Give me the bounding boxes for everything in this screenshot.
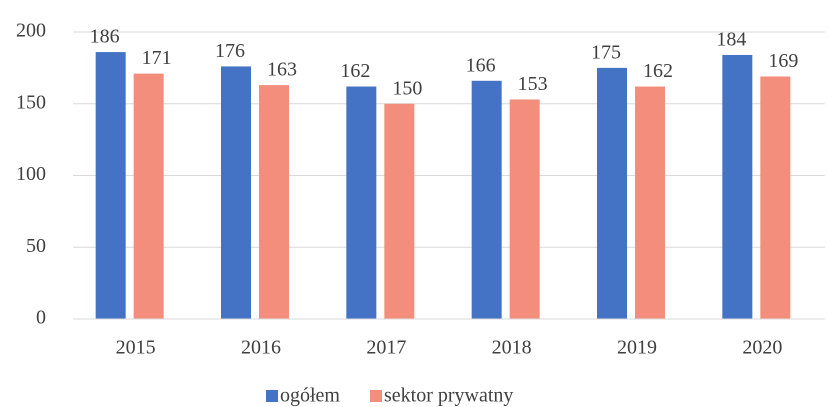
y-tick-label: 200 [16, 20, 46, 42]
x-tick-label: 2019 [617, 337, 657, 359]
data-label: 184 [716, 29, 746, 51]
x-tick-label: 2015 [116, 337, 156, 359]
data-label: 176 [215, 40, 245, 62]
bar [133, 73, 164, 320]
y-tick-label: 0 [36, 307, 46, 329]
data-label: 186 [90, 26, 120, 48]
bar [384, 103, 415, 319]
bar [722, 54, 753, 320]
data-label: 163 [267, 59, 297, 81]
bar [509, 99, 540, 319]
legend-label: ogółem [280, 385, 340, 407]
bar [760, 76, 791, 319]
y-tick-label: 150 [16, 91, 46, 113]
legend-swatch [266, 390, 278, 402]
y-tick-label: 50 [26, 235, 46, 257]
data-label: 153 [518, 73, 548, 95]
data-label: 150 [392, 77, 422, 99]
data-label: 169 [768, 50, 798, 72]
data-label: 162 [340, 60, 370, 82]
y-tick-label: 100 [16, 163, 46, 185]
data-label: 166 [466, 54, 496, 76]
data-label: 171 [142, 47, 172, 69]
bar [221, 66, 251, 319]
data-label: 175 [591, 41, 621, 63]
legend-label: sektor prywatny [384, 385, 513, 407]
bar [259, 85, 289, 319]
x-tick-label: 2020 [742, 337, 782, 359]
bar [346, 86, 377, 319]
x-tick-label: 2016 [241, 337, 281, 359]
x-tick-label: 2018 [492, 337, 532, 359]
bar [95, 52, 126, 320]
bar [597, 67, 627, 319]
bar [635, 86, 665, 319]
x-tick-label: 2017 [366, 337, 406, 359]
data-label: 162 [643, 60, 673, 82]
bar [471, 80, 502, 319]
legend-swatch [370, 390, 382, 402]
